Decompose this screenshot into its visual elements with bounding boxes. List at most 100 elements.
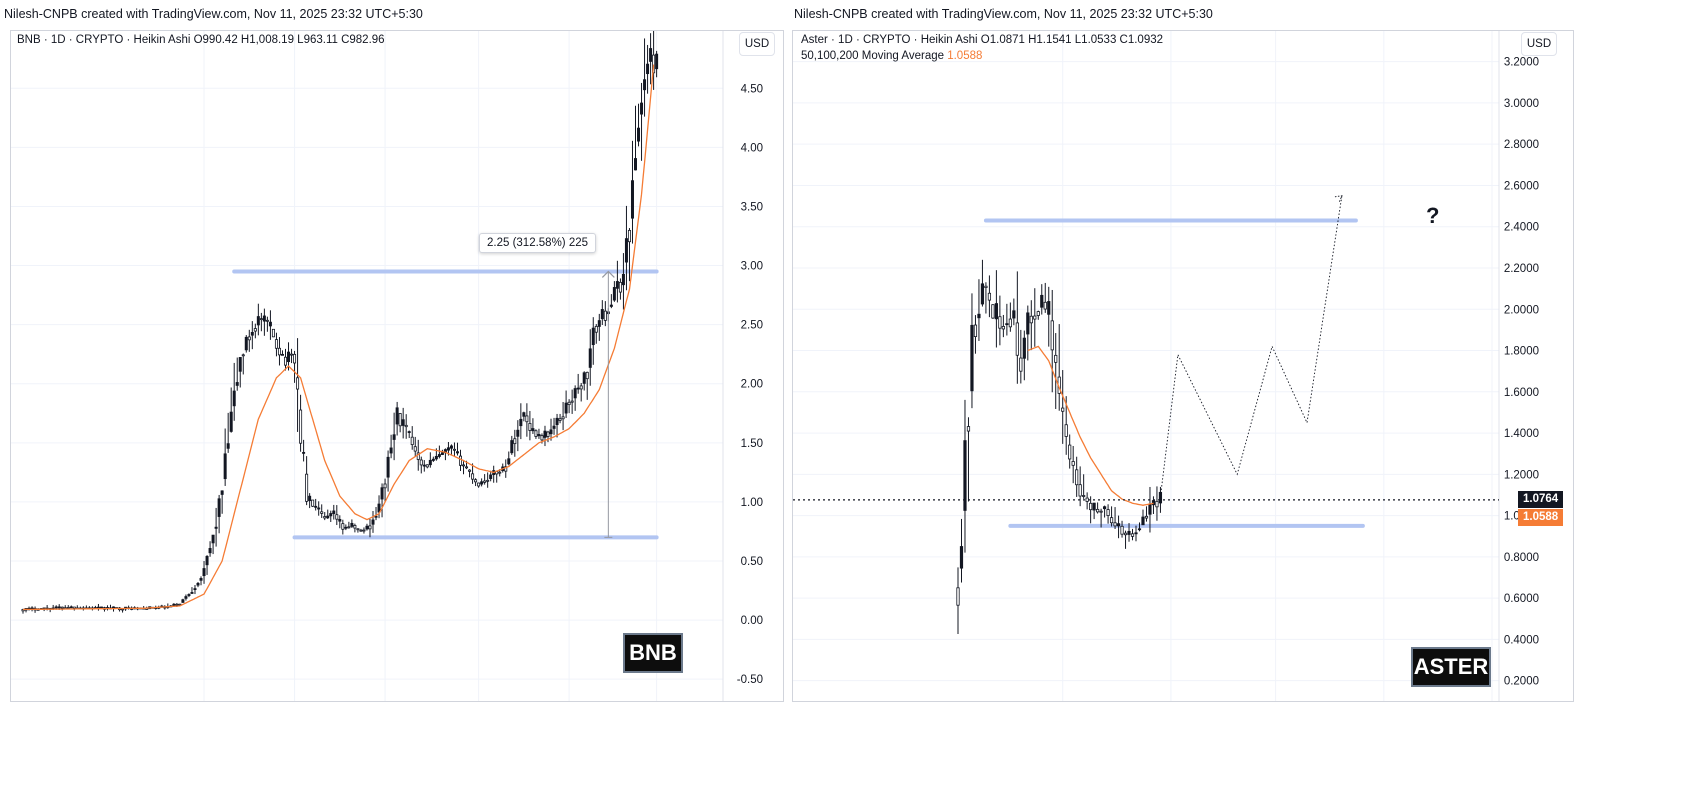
y-tick-label: 2.50 [741,320,763,332]
candle-body [1106,509,1110,516]
candle-body [274,339,278,349]
candle-body [1029,315,1033,324]
candle-body [196,582,200,586]
candle-body [347,526,351,529]
candle-body [998,316,1002,329]
candle-body [308,495,312,502]
candle-body [519,418,523,427]
aster-ma-legend: 50,100,200 Moving Average 1.0588 [801,50,982,62]
candle-body [1047,301,1051,315]
y-tick-label: 3.2000 [1504,57,1539,69]
candle-body [991,304,995,319]
y-tick-label: 2.8000 [1504,139,1539,151]
candle-body [1012,310,1016,319]
candle-body [624,238,628,263]
candle-body [1151,500,1156,506]
candle-body [537,434,541,437]
candle-body [1019,357,1023,372]
candle-body [302,451,306,454]
candle-body [1134,532,1138,535]
currency-button[interactable]: USD [739,32,775,56]
candle-body [591,327,595,346]
candle-body [655,53,659,70]
candle-body [1033,315,1037,320]
bnb-chart-svg[interactable]: 4.50 4.00 3.50 3.00 2.50 2.00 1.50 1.00 0.50 0.00… [11,31,783,701]
candle-body [332,510,336,515]
candle-body [353,525,357,529]
candle-body [214,526,218,529]
bnb-chart-panel: Nilesh-CNPB created with TradingView.com… [0,0,836,800]
candle-body [1008,318,1012,328]
measure-arrowhead [601,270,615,278]
candle-body [404,424,408,428]
candle-body [238,357,242,372]
candle-body [1085,497,1089,502]
candle-body [1050,320,1054,351]
candle-body [1068,444,1072,460]
candle-body [987,292,992,301]
candle-body [54,606,58,609]
candle-body [522,412,526,417]
candle-body [480,481,484,485]
y-tick-label: 2.0000 [1504,304,1539,316]
candle-body [208,548,212,554]
y-tick-label: -0.50 [737,674,763,686]
aster-chart-frame[interactable]: 3.2000 3.0000 2.8000 2.6000 2.4000 2.2000 2.00… [792,30,1574,702]
candle-body [1158,491,1163,504]
candle-body [392,434,396,440]
candle-body [984,285,988,288]
y-tick-label: 1.4000 [1504,428,1539,440]
candle-body [356,528,360,531]
candle-body [446,447,450,451]
candle-body [465,466,469,469]
candle-body [1005,323,1009,326]
bnb-chart-frame[interactable]: 4.50 4.00 3.50 3.00 2.50 2.00 1.50 1.00 0.50 0.00… [10,30,784,702]
candle-body [419,459,423,466]
y-tick-label: 1.50 [741,438,763,450]
candle-body [413,446,417,452]
candle-body [1026,312,1030,335]
candle-body [362,529,366,532]
candle-body [293,353,297,364]
candle-body [615,281,619,289]
candle-body [268,321,272,327]
candle-body [1092,502,1096,511]
candle-body [582,372,586,384]
candle-body [377,503,381,513]
candle-body [489,474,493,479]
candle-body [290,353,294,356]
candle-body [612,287,616,301]
candle-body [371,519,375,525]
candle-body [652,54,656,74]
candle-body [483,480,487,483]
y-tick-label: 0.50 [741,556,763,568]
candle-body [193,588,197,591]
candle-body [564,402,568,414]
candle-body [637,127,641,142]
candle-body [335,514,339,520]
candle-body [555,417,559,426]
candle-body [386,456,390,478]
candle-body [199,578,203,581]
candle-body [1064,424,1068,437]
candle-body [1130,533,1135,537]
candle-body [1089,502,1093,511]
candle-body [516,429,520,437]
candle-body [326,515,330,519]
candle-body [540,435,544,441]
currency-button[interactable]: USD [1521,32,1557,56]
candle-body [178,603,182,606]
candle-body [96,606,100,609]
candle-body [980,283,985,305]
ma-legend-label: 50,100,200 Moving Average [801,50,945,62]
candle-body [338,518,342,522]
candle-body [425,464,429,468]
candle-body [220,490,224,495]
y-tick-label: 2.00 [741,379,763,391]
candle-body [1120,525,1124,535]
ma-legend-value: 1.0588 [947,50,983,62]
candle-body [407,431,411,433]
aster-chart-svg[interactable]: 3.2000 3.0000 2.8000 2.6000 2.4000 2.2000 2.00… [793,31,1573,701]
y-tick-label: 1.8000 [1504,346,1539,358]
candle-body [609,304,613,307]
